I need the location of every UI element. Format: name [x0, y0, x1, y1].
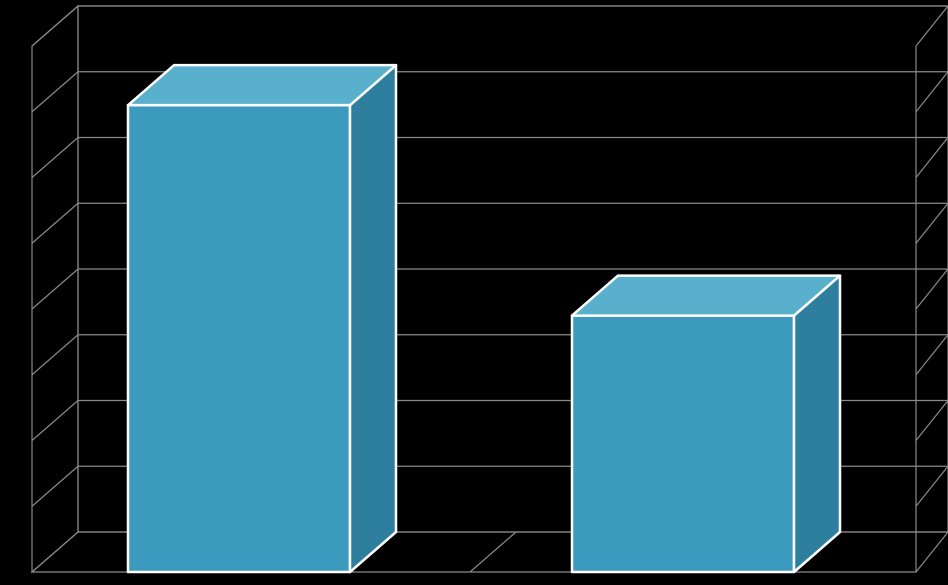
gridline-side [32, 335, 78, 375]
gridline-side [32, 138, 78, 178]
bar-front [128, 105, 350, 572]
gridline-right-depth [916, 203, 948, 243]
gridline-right-depth [916, 138, 948, 178]
bar-side [794, 276, 840, 572]
bar-side [350, 65, 396, 572]
gridline-side [32, 6, 78, 46]
gridline-right-depth [916, 401, 948, 441]
gridline-right-depth [916, 466, 948, 506]
chart-svg [0, 0, 948, 585]
gridline-right-depth [916, 72, 948, 112]
gridline-side [32, 401, 78, 441]
bar-top [572, 276, 840, 316]
bar-top [128, 65, 396, 105]
gridline-side [32, 203, 78, 243]
gridline-right-depth [916, 269, 948, 309]
gridline-side [32, 72, 78, 112]
bar-front [572, 316, 794, 572]
gridline-right-depth [916, 6, 948, 46]
floor-category-divider [470, 532, 516, 572]
gridline-right-depth [916, 335, 948, 375]
chart-3d-bar [0, 0, 948, 585]
gridline-side [32, 269, 78, 309]
gridline-side [32, 466, 78, 506]
